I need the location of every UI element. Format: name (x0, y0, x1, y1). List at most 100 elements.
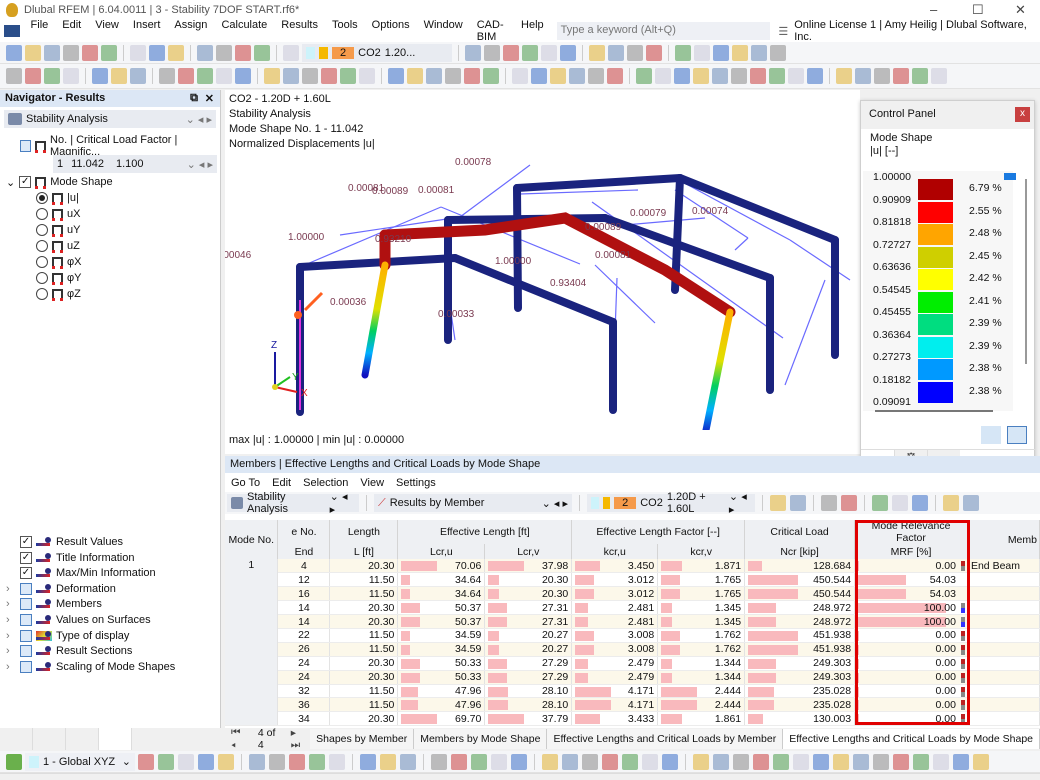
toolbar-button-icon[interactable] (813, 753, 829, 770)
toolbar-button-icon[interactable] (807, 68, 823, 84)
toolbar-button-icon[interactable] (149, 44, 165, 61)
3d-viewport[interactable]: CO2 - 1.20D + 1.60L Stability Analysis M… (225, 90, 860, 454)
analysis-select[interactable]: Stability Analysis ⌄ ◂ ▸ (4, 110, 216, 128)
toolbar-button-icon[interactable] (751, 44, 767, 61)
toolbar-button-icon[interactable] (249, 753, 265, 770)
menu-results[interactable]: Results (281, 19, 318, 31)
toolbar-button-icon[interactable] (63, 44, 79, 61)
toolbar-button-icon[interactable] (713, 44, 729, 61)
component-radio[interactable] (36, 240, 48, 252)
toolbar-button-icon[interactable] (360, 753, 376, 770)
toolbar-button-icon[interactable] (512, 68, 528, 84)
mode-shape-checkbox[interactable]: ✓ (19, 176, 32, 188)
component-1[interactable]: uX (36, 206, 80, 222)
toolbar-button-icon[interactable] (732, 44, 748, 61)
toolbar-button-icon[interactable] (216, 68, 232, 84)
toolbar-button-icon[interactable] (491, 753, 507, 770)
toolbar-button-icon[interactable] (178, 753, 194, 770)
toolbar-button-icon[interactable] (873, 753, 889, 770)
display-option[interactable]: › Values on Surfaces (6, 612, 151, 628)
display-option[interactable]: ✓ Title Information (6, 550, 134, 566)
toolbar-button-icon[interactable] (484, 44, 500, 61)
loadcase-select[interactable]: 2 CO2 1.20... (302, 43, 452, 62)
toolbar-button-icon[interactable] (283, 44, 299, 61)
expand-icon[interactable]: › (6, 660, 10, 673)
toolbar-button-icon[interactable] (731, 68, 747, 84)
table-row[interactable]: 24 20.30 50.33 27.29 2.479 1.344 249.303 0.00 (225, 670, 1040, 685)
col-ncr[interactable]: Ncr [kip] (744, 544, 856, 559)
toolbar-button-icon[interactable] (92, 68, 108, 84)
toolbar-button-icon[interactable] (893, 753, 909, 770)
toolbar-button-icon[interactable] (407, 68, 423, 84)
table-menu-selection[interactable]: Selection (303, 477, 349, 489)
toolbar-button-icon[interactable] (793, 753, 809, 770)
col-member-no[interactable]: e No. (277, 520, 331, 544)
toolbar-button-icon[interactable] (836, 68, 852, 84)
col-mrf-unit[interactable]: MRF [%] (854, 544, 968, 559)
col-lcru[interactable]: Lcr,u (397, 544, 486, 559)
toolbar-button-icon[interactable] (178, 68, 194, 84)
expand-icon[interactable]: ⌄ (6, 176, 16, 189)
table-row[interactable]: 36 11.50 47.96 28.10 4.171 2.444 235.028 0.00 (225, 697, 1040, 713)
table-row[interactable]: 34 20.30 69.70 37.79 3.433 1.861 130.003 0.00 (225, 711, 1040, 727)
toolbar-button-icon[interactable] (522, 44, 538, 61)
toolbar-button-icon[interactable] (198, 753, 214, 770)
toolbar-button-icon[interactable] (158, 753, 174, 770)
toolbar-button-icon[interactable] (197, 68, 213, 84)
toolbar-button-icon[interactable] (893, 68, 909, 84)
toolbar-button-icon[interactable] (6, 44, 22, 61)
toolbar-button-icon[interactable] (963, 495, 979, 511)
menu-window[interactable]: Window (423, 19, 463, 31)
toolbar-button-icon[interactable] (359, 68, 375, 84)
toolbar-button-icon[interactable] (130, 68, 146, 84)
toolbar-button-icon[interactable] (773, 753, 789, 770)
component-radio[interactable] (36, 224, 48, 236)
mode-select[interactable]: 1 11.042 1.100 ⌄ ◂ ▸ (53, 155, 217, 173)
toolbar-button-icon[interactable] (646, 44, 662, 61)
toolbar-button-icon[interactable] (712, 68, 728, 84)
table-row[interactable]: 24 20.30 50.33 27.29 2.479 1.344 249.303 0.00 (225, 656, 1040, 671)
option-checkbox[interactable]: ✓ (20, 536, 32, 548)
toolbar-button-icon[interactable] (872, 495, 888, 511)
close-control-panel-button[interactable]: x (1015, 107, 1030, 122)
menu-cad-bim[interactable]: CAD-BIM (476, 19, 504, 43)
table-tab[interactable]: Members by Mode Shape (414, 729, 548, 749)
toolbar-button-icon[interactable] (953, 753, 969, 770)
display-option[interactable]: › Deformation (6, 581, 116, 597)
component-2[interactable]: uY (36, 222, 80, 238)
toolbar-button-icon[interactable] (426, 68, 442, 84)
toolbar-button-icon[interactable] (933, 753, 949, 770)
toolbar-button-icon[interactable] (943, 495, 959, 511)
toolbar-button-icon[interactable] (168, 44, 184, 61)
menu-insert[interactable]: Insert (132, 19, 161, 31)
toolbar-button-icon[interactable] (25, 44, 41, 61)
option-checkbox[interactable] (20, 614, 32, 626)
expand-icon[interactable]: › (6, 614, 10, 626)
toolbar-button-icon[interactable] (269, 753, 285, 770)
toolbar-button-icon[interactable] (6, 68, 22, 84)
display-option[interactable]: › Scaling of Mode Shapes (6, 659, 175, 675)
toolbar-button-icon[interactable] (589, 44, 605, 61)
toolbar-button-icon[interactable] (542, 753, 558, 770)
toolbar-button-icon[interactable] (582, 753, 598, 770)
toolbar-button-icon[interactable] (63, 68, 79, 84)
last-page-icon[interactable]: ▸ ⏭ (290, 726, 301, 751)
toolbar-button-icon[interactable] (431, 753, 447, 770)
toolbar-button-icon[interactable] (511, 753, 527, 770)
component-4[interactable]: φX (36, 254, 81, 270)
results-by-select[interactable]: ⟋ Results by Member ⌄ ◂ ▸ (374, 494, 572, 512)
legend-scrollbar[interactable] (1025, 179, 1027, 364)
table-tab[interactable]: Effective Lengths and Critical Loads by … (547, 729, 784, 749)
toolbar-button-icon[interactable] (841, 495, 857, 511)
table-tab[interactable]: Shapes by Member (310, 729, 415, 749)
display-option[interactable]: › Type of display (6, 628, 129, 644)
toolbar-button-icon[interactable] (608, 44, 624, 61)
component-5[interactable]: φY (36, 270, 81, 286)
toolbar-button-icon[interactable] (218, 753, 234, 770)
expand-icon[interactable]: › (6, 598, 10, 611)
toolbar-button-icon[interactable] (264, 68, 280, 84)
toolbar-button-icon[interactable] (451, 753, 467, 770)
toolbar-button-icon[interactable] (25, 68, 41, 84)
toolbar-button-icon[interactable] (380, 753, 396, 770)
